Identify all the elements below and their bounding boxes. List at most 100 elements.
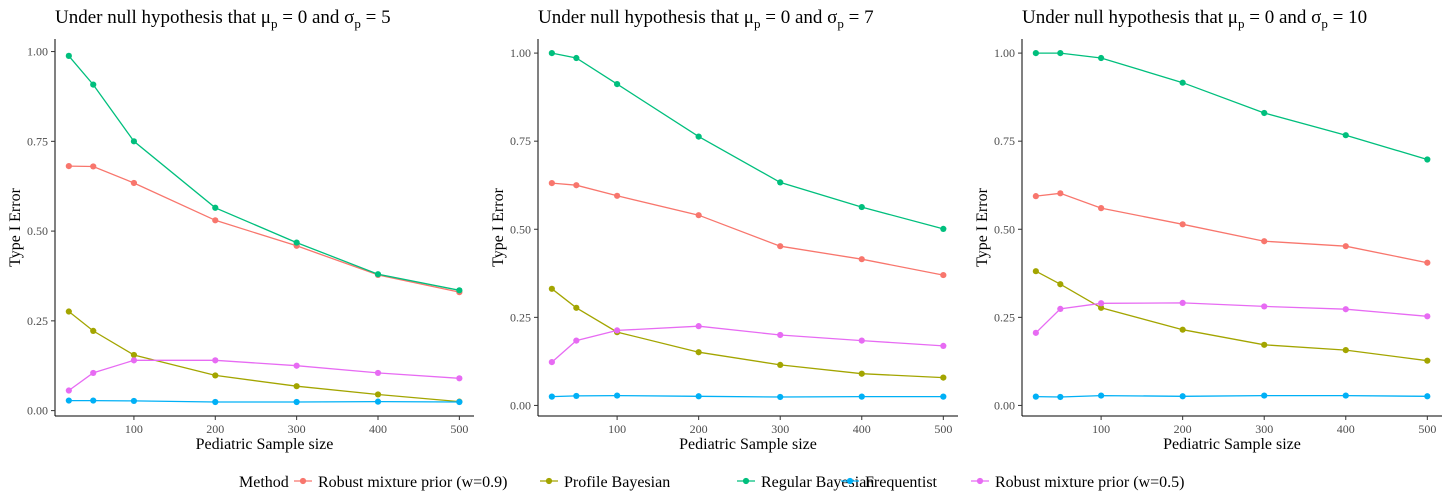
series-robust-mixture-prior-w-0-5	[548, 323, 947, 366]
legend-key-point	[846, 477, 854, 485]
panel-2: Under null hypothesis that μp = 0 and σp…	[490, 7, 958, 453]
series-line	[551, 288, 944, 379]
y-tick-label: 0.50	[27, 224, 48, 238]
x-tick-label: 200	[1174, 422, 1192, 436]
data-point	[940, 342, 947, 349]
data-point	[374, 271, 382, 278]
legend-key-point	[299, 477, 307, 485]
legend: Method Robust mixture prior (w=0.9) Profi…	[239, 474, 1184, 491]
series-robust-mixture-prior-w-0-9	[1032, 190, 1431, 266]
x-tick-label: 300	[771, 422, 789, 436]
legend-key-point	[742, 477, 750, 485]
panel-title-part: = 10	[1328, 7, 1367, 28]
x-tick-label: 200	[206, 422, 224, 436]
series-line	[68, 55, 460, 291]
y-tick-label: 0.00	[510, 398, 531, 412]
x-tick-label: 200	[690, 422, 708, 436]
y-tick-label: 0.75	[994, 134, 1015, 148]
legend-item: Robust mixture prior (w=0.9)	[294, 474, 507, 491]
data-point	[1261, 392, 1268, 399]
data-point	[130, 138, 138, 145]
series-frequentist	[1032, 392, 1431, 401]
data-point	[1179, 299, 1186, 306]
data-point	[940, 374, 947, 381]
data-point	[858, 337, 865, 344]
y-axis-title: Type I Error	[7, 187, 24, 267]
x-axis-title: Pediatric Sample size	[196, 436, 334, 453]
data-point	[548, 358, 555, 366]
x-tick-label: 400	[1337, 422, 1355, 436]
data-point	[293, 362, 300, 369]
data-point	[858, 370, 865, 377]
y-tick-label: 0.75	[27, 134, 48, 148]
data-point	[1057, 190, 1064, 197]
series-line	[1035, 192, 1428, 264]
data-point	[1424, 156, 1431, 163]
data-point	[130, 351, 138, 359]
legend-label: Frequentist	[865, 474, 938, 491]
data-point	[573, 392, 580, 400]
panel-1: Under null hypothesis that μp = 0 and σp…	[7, 7, 474, 453]
panel-title-part: p	[837, 16, 844, 31]
data-point	[614, 327, 621, 334]
data-point	[130, 179, 138, 187]
panel-title-part: Under null hypothesis that μ	[55, 7, 271, 28]
x-axis-title: Pediatric Sample size	[679, 436, 817, 453]
data-point	[695, 393, 702, 400]
panel-title-part: Under null hypothesis that μ	[1022, 7, 1238, 28]
data-point	[614, 80, 621, 88]
data-point	[456, 375, 463, 382]
data-point	[1098, 205, 1105, 212]
panel-title-part: p	[1238, 16, 1245, 31]
data-point	[212, 372, 219, 379]
series-line	[551, 182, 944, 276]
series-line	[68, 359, 460, 392]
x-tick-label: 500	[1418, 422, 1436, 436]
data-point	[548, 180, 555, 187]
y-tick-label: 0.50	[510, 222, 531, 236]
legend-label: Profile Bayesian	[564, 474, 670, 491]
panel-title: Under null hypothesis that μp = 0 and σp…	[538, 7, 874, 31]
panel-title-part: Under null hypothesis that μ	[538, 7, 754, 28]
series-line	[68, 399, 460, 403]
data-point	[940, 271, 947, 279]
legend-key-point	[976, 477, 984, 485]
legend-key-point	[545, 477, 553, 485]
data-point	[456, 398, 463, 406]
y-tick-label: 0.50	[994, 222, 1015, 236]
panel-title-part: = 0 and σ	[1245, 7, 1322, 28]
data-point	[374, 391, 382, 398]
y-tick-label: 0.25	[994, 310, 1015, 324]
data-point	[548, 49, 555, 57]
data-point	[374, 398, 382, 405]
legend-item: Profile Bayesian	[540, 474, 670, 491]
panel-3: Under null hypothesis that μp = 0 and σp…	[974, 7, 1442, 453]
y-tick-label: 0.75	[510, 134, 531, 148]
y-tick-label: 0.25	[27, 314, 48, 328]
panel-title: Under null hypothesis that μp = 0 and σp…	[1022, 7, 1367, 31]
data-point	[1098, 54, 1105, 62]
data-point	[65, 397, 72, 404]
x-tick-label: 100	[1092, 422, 1110, 436]
x-tick-label: 100	[608, 422, 626, 436]
series-line	[551, 394, 944, 398]
panels: Under null hypothesis that μp = 0 and σp…	[7, 7, 1442, 453]
data-point	[1057, 393, 1064, 401]
legend-item: Frequentist	[841, 474, 938, 491]
series-frequentist	[65, 397, 463, 406]
series-line	[551, 52, 944, 230]
data-point	[65, 52, 72, 59]
data-point	[1032, 268, 1039, 275]
data-point	[695, 212, 702, 219]
data-point	[940, 393, 947, 400]
panel-title-part: p	[1321, 16, 1328, 31]
panel-title-part: p	[354, 16, 361, 31]
series-robust-mixture-prior-w-0-9	[548, 180, 947, 279]
data-point	[1179, 393, 1186, 400]
data-point	[777, 243, 784, 250]
data-point	[1098, 392, 1105, 399]
series-profile-bayesian	[1032, 268, 1431, 364]
data-point	[777, 179, 784, 186]
data-point	[130, 357, 138, 364]
series-regular-bayesian	[65, 52, 463, 294]
